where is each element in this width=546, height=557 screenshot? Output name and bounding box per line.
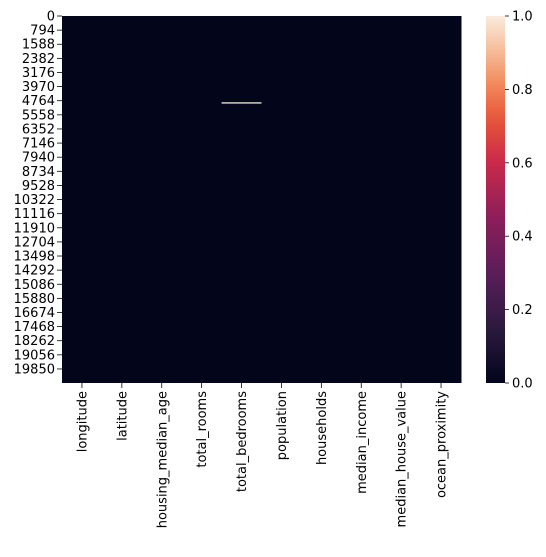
y-tick-label: 5558 (22, 108, 55, 123)
y-tick-label: 14292 (14, 264, 55, 279)
heatmap-column-latitude (101, 16, 143, 383)
x-tick-label-total_rooms: total_rooms (195, 391, 210, 468)
heatmap-column-total_rooms (181, 16, 223, 383)
x-tick-label-median_income: median_income (355, 391, 370, 494)
heatmap-column-population (261, 16, 302, 383)
y-tick-label: 12704 (14, 235, 55, 250)
y-tick-label: 1588 (22, 38, 55, 53)
heatmap-plot-area (62, 16, 462, 383)
heatmap-column-longitude (62, 16, 103, 383)
x-axis-ticks: longitude latitude housing_median_age total… (75, 383, 450, 528)
x-tick-label-ocean_proximity: ocean_proximity (435, 391, 450, 498)
x-tick-label-total_bedrooms: total_bedrooms (235, 391, 250, 492)
y-tick-label: 7146 (22, 137, 55, 152)
y-tick-label: 3970 (22, 80, 55, 95)
y-axis-ticks: 0794158823823176397047645558635271467940… (14, 10, 62, 377)
x-tick-label-households: households (315, 391, 330, 465)
y-tick-label: 13498 (14, 250, 55, 265)
y-tick-label: 15086 (14, 278, 55, 293)
y-tick-label: 17468 (14, 320, 55, 335)
y-tick-label: 2382 (22, 52, 55, 67)
x-tick-label-latitude: latitude (115, 391, 130, 441)
y-tick-label: 10322 (14, 193, 55, 208)
y-tick-label: 16674 (14, 306, 55, 321)
heatmap-column-total_bedrooms (221, 16, 262, 383)
colorbar-tick-label: 1.0 (512, 10, 533, 25)
y-tick-label: 7940 (22, 151, 55, 166)
y-tick-label: 18262 (14, 334, 55, 349)
y-tick-label: 6352 (22, 122, 55, 137)
y-tick-label: 19850 (14, 362, 55, 377)
y-tick-label: 15880 (14, 292, 55, 307)
y-tick-label: 19056 (14, 348, 55, 363)
heatmap-column-median_house_value (381, 16, 422, 383)
x-tick-label-housing_median_age: housing_median_age (155, 391, 170, 528)
y-tick-label: 8734 (22, 165, 55, 180)
y-tick-label: 0 (47, 10, 55, 25)
x-tick-label-longitude: longitude (75, 391, 90, 452)
colorbar-tick-label: 0.4 (512, 230, 533, 245)
colorbar-tick-label: 0.8 (512, 83, 533, 98)
colorbar-tick-label: 0.0 (512, 377, 533, 392)
colorbar-tick-label: 0.6 (512, 156, 533, 171)
heatmap-column-median_income (341, 16, 382, 383)
y-tick-label: 11910 (14, 221, 55, 236)
y-tick-label: 11116 (14, 207, 55, 222)
heatmap-column-ocean_proximity (421, 16, 462, 383)
y-tick-label: 4764 (22, 94, 55, 109)
x-tick-label-median_house_value: median_house_value (395, 391, 410, 527)
colorbar: 0.0 0.2 0.4 0.6 0.8 1.0 (486, 10, 533, 392)
heatmap-cell-total_bedrooms-4852 (221, 102, 262, 104)
y-tick-label: 794 (30, 24, 55, 39)
colorbar-tick-label: 0.2 (512, 303, 533, 318)
y-tick-label: 9528 (22, 179, 55, 194)
heatmap-column-households (301, 16, 342, 383)
colorbar-gradient (486, 16, 505, 383)
heatmap-column-housing_median_age (141, 16, 183, 383)
y-tick-label: 3176 (22, 66, 55, 81)
x-tick-label-population: population (275, 391, 290, 460)
